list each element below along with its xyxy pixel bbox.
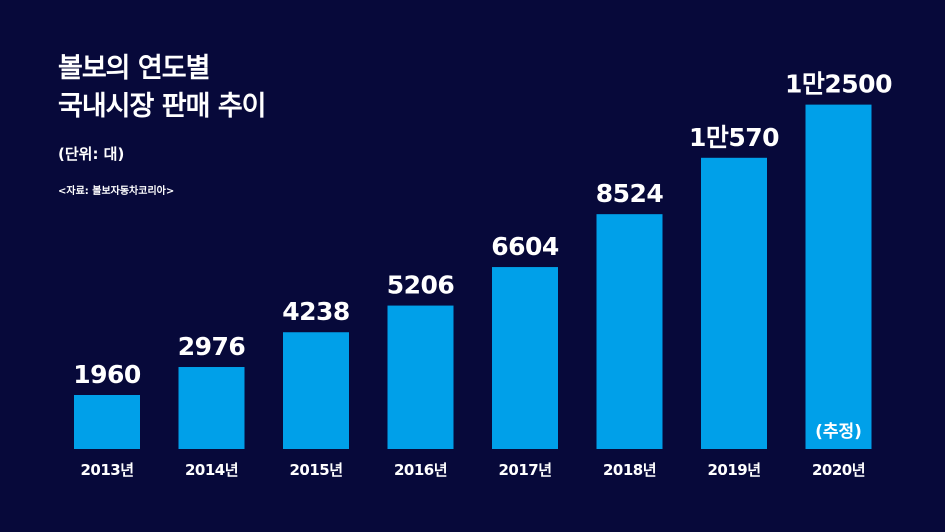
bar-2013년	[74, 395, 140, 449]
value-label-2015년: 4238	[282, 297, 350, 326]
category-label-2018년: 2018년	[603, 461, 656, 479]
bar-2020년	[805, 104, 872, 449]
category-label-2017년: 2017년	[498, 461, 551, 479]
category-label-2014년: 2014년	[185, 461, 238, 479]
bar-2014년	[178, 367, 245, 449]
value-label-2017년: 6604	[491, 232, 559, 261]
value-label-2020년: 1만2500	[785, 70, 892, 99]
bar-2016년	[387, 305, 454, 449]
value-label-2014년: 2976	[178, 332, 246, 361]
bar-2015년	[283, 332, 349, 449]
source-label: <자료: 볼보자동차코리아>	[58, 186, 175, 197]
category-label-2019년: 2019년	[707, 461, 760, 479]
category-label-2015년: 2015년	[289, 461, 342, 479]
value-label-2013년: 1960	[73, 360, 141, 389]
unit-label: (단위: 대)	[58, 145, 125, 163]
value-label-2018년: 8524	[596, 179, 664, 208]
category-label-2016년: 2016년	[394, 461, 447, 479]
title-line-2: 국내시장 판매 추이	[58, 91, 267, 122]
category-label-2013년: 2013년	[80, 461, 133, 479]
value-label-2019년: 1만570	[689, 123, 779, 152]
bar-2018년	[596, 214, 663, 449]
bar-2019년	[701, 157, 767, 449]
category-label-2020년: 2020년	[812, 461, 865, 479]
title-line-1: 볼보의 연도별	[58, 53, 210, 84]
bar-2017년	[492, 267, 558, 449]
annotation-2020년: (추정)	[815, 422, 862, 442]
value-label-2016년: 5206	[387, 271, 455, 300]
chart-title: 볼보의 연도별 국내시장 판매 추이	[58, 50, 267, 126]
